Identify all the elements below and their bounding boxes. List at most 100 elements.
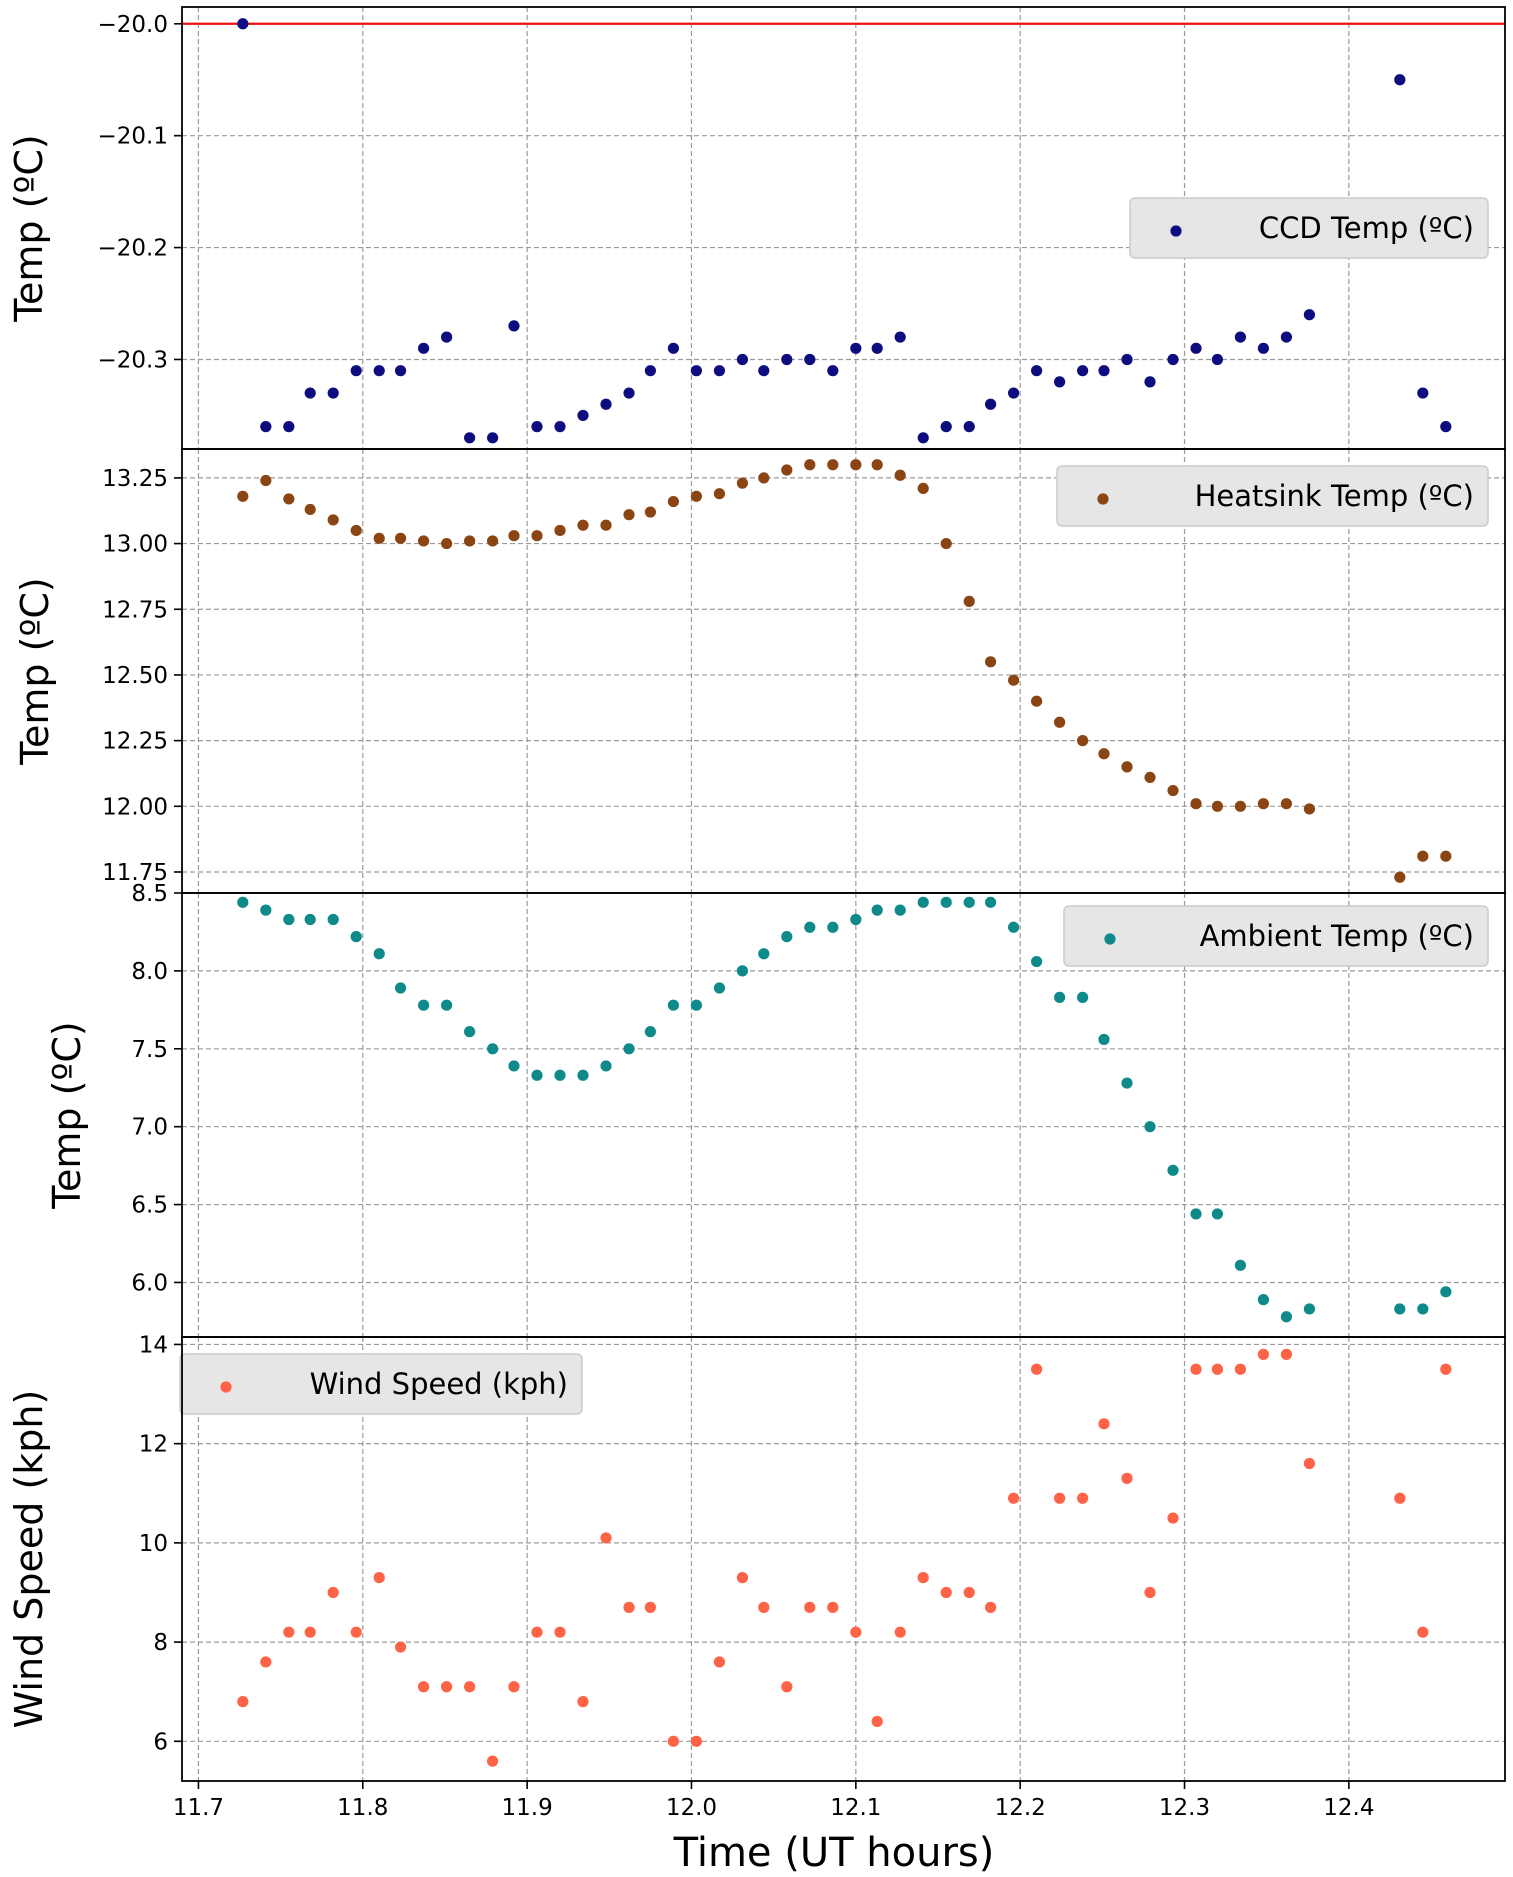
data-point bbox=[1303, 1303, 1316, 1315]
legend-box bbox=[1063, 905, 1489, 967]
y-tick-label: 10 bbox=[139, 1531, 168, 1557]
data-point bbox=[237, 896, 249, 908]
data-point bbox=[1417, 1303, 1429, 1315]
data-point bbox=[350, 365, 362, 377]
data-point bbox=[690, 365, 703, 377]
data-point bbox=[713, 365, 726, 377]
data-point bbox=[508, 530, 520, 542]
data-point bbox=[644, 1601, 656, 1613]
data-point bbox=[1098, 1418, 1110, 1430]
data-point bbox=[1054, 716, 1066, 728]
data-point bbox=[827, 459, 839, 471]
data-point bbox=[1211, 353, 1223, 366]
data-point bbox=[871, 1715, 883, 1728]
data-point bbox=[667, 342, 680, 354]
data-point bbox=[940, 537, 952, 550]
y-tick-label: 8.0 bbox=[131, 959, 168, 985]
data-point bbox=[644, 506, 656, 518]
legend-label: Wind Speed (kph) bbox=[310, 1367, 568, 1401]
data-point bbox=[1031, 1363, 1043, 1375]
data-point bbox=[623, 1601, 635, 1613]
data-point bbox=[827, 921, 839, 933]
data-point bbox=[963, 896, 975, 908]
y-tick-label: −20.1 bbox=[98, 124, 168, 150]
data-point bbox=[827, 1601, 839, 1613]
x-tick-label: 12.0 bbox=[666, 1795, 717, 1821]
data-point bbox=[464, 1681, 476, 1693]
data-point bbox=[1054, 991, 1066, 1003]
data-point bbox=[1077, 1492, 1089, 1504]
data-point bbox=[350, 1626, 362, 1638]
data-point bbox=[554, 1626, 566, 1638]
panel-4: 6 8 10 12 14 Wind Speed (kph) Wind Speed (kph) bbox=[7, 1332, 1506, 1782]
data-point bbox=[464, 1026, 476, 1038]
y-tick-label: 6.0 bbox=[131, 1270, 168, 1296]
legend-marker bbox=[220, 1381, 232, 1393]
data-point bbox=[1280, 798, 1293, 810]
data-point bbox=[713, 488, 726, 500]
legend-label: Heatsink Temp (ºC) bbox=[1195, 479, 1474, 513]
legend-marker bbox=[1097, 493, 1109, 505]
legend-marker bbox=[1104, 933, 1116, 945]
data-point bbox=[327, 913, 339, 926]
y-axis-label: Temp (ºC) bbox=[13, 577, 57, 765]
data-point bbox=[1190, 1363, 1202, 1375]
data-point bbox=[417, 1681, 430, 1693]
data-point bbox=[1280, 331, 1293, 343]
data-point bbox=[373, 948, 385, 960]
data-point bbox=[1144, 771, 1156, 784]
data-point bbox=[350, 524, 362, 537]
data-point bbox=[623, 1043, 635, 1055]
legend-marker bbox=[1170, 225, 1182, 237]
legend: Ambient Temp (ºC) bbox=[1063, 905, 1489, 967]
data-point bbox=[690, 999, 703, 1011]
data-point bbox=[577, 409, 589, 422]
data-point bbox=[327, 387, 339, 399]
data-point bbox=[1303, 803, 1316, 815]
data-point bbox=[984, 398, 997, 410]
data-point bbox=[984, 656, 997, 668]
data-point bbox=[350, 931, 362, 943]
panel-1: −20.0 −20.1 −20.2 −20.3 Temp (ºC) CCD Temp (º… bbox=[7, 6, 1506, 450]
x-tick-label: 12.3 bbox=[1159, 1795, 1210, 1821]
data-point bbox=[963, 595, 975, 607]
data-point bbox=[871, 904, 883, 916]
x-axis-label: Time (UT hours) bbox=[673, 1830, 995, 1876]
data-point bbox=[1008, 921, 1020, 933]
x-tick-label: 12.2 bbox=[995, 1795, 1046, 1821]
data-point bbox=[894, 469, 906, 481]
data-point bbox=[373, 365, 385, 377]
data-point bbox=[1190, 1208, 1202, 1220]
data-point bbox=[531, 530, 543, 542]
data-point bbox=[487, 1043, 499, 1055]
data-point bbox=[600, 398, 612, 410]
data-point bbox=[1008, 387, 1020, 399]
data-point bbox=[531, 1626, 543, 1638]
data-point bbox=[1077, 365, 1089, 377]
data-point bbox=[1440, 421, 1452, 433]
data-point bbox=[1257, 1294, 1270, 1306]
data-point bbox=[781, 931, 793, 943]
data-point bbox=[260, 421, 272, 433]
y-tick-label: −20.3 bbox=[98, 347, 168, 373]
y-axis-label: Wind Speed (kph) bbox=[7, 1390, 51, 1729]
data-point bbox=[1144, 376, 1156, 388]
data-point bbox=[713, 1656, 726, 1668]
data-point bbox=[1280, 1348, 1293, 1360]
y-tick-label: 12.25 bbox=[102, 729, 168, 755]
y-tick-label: 12.00 bbox=[102, 794, 168, 820]
data-point bbox=[441, 537, 453, 550]
data-point bbox=[713, 982, 726, 994]
y-tick-label: 8 bbox=[153, 1630, 168, 1656]
data-point bbox=[1098, 1033, 1110, 1046]
data-point bbox=[1098, 748, 1110, 760]
data-point bbox=[758, 1601, 770, 1613]
data-point bbox=[1417, 387, 1429, 399]
data-point bbox=[1234, 800, 1246, 812]
data-point bbox=[1077, 991, 1089, 1003]
data-point bbox=[667, 495, 680, 508]
data-point bbox=[577, 519, 589, 531]
data-point bbox=[327, 514, 339, 526]
y-tick-label: 12.50 bbox=[102, 663, 168, 689]
